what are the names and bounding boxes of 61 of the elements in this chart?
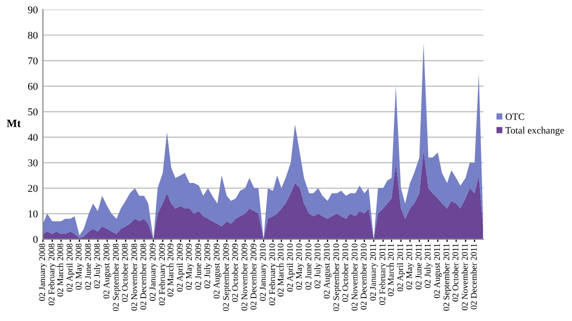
x-tick-label: 02 June 2010: [305, 244, 312, 290]
y-tick-label: 20: [28, 184, 38, 192]
x-tick-label: 02 May 2010: [296, 244, 304, 290]
x-tick-label: 02 September 2009: [222, 244, 231, 312]
y-tick-label: 50: [28, 108, 38, 116]
x-tick-label: 02 April 2010: [286, 244, 295, 292]
x-tick-label: 02 December 2010: [360, 244, 367, 310]
x-tick-label: 02 December 2008: [140, 244, 146, 310]
x-tick-label: 02 May 2009: [186, 244, 194, 290]
y-tick-label: 60: [28, 82, 38, 90]
y-tick-label: 10: [28, 210, 38, 218]
x-tick-label: 02 May 2011: [406, 244, 414, 290]
x-tick-label: 02 November 2009: [241, 244, 248, 311]
x-tick-label: 02 October 2010: [342, 244, 348, 302]
y-tick-label: 70: [28, 57, 38, 64]
x-tick-label: 02 January 2008: [39, 244, 47, 301]
x-tick-label: 02 October 2008: [122, 244, 128, 302]
x-tick-label: 02 August 2009: [214, 244, 222, 298]
x-tick-label: 02 November 2010: [351, 244, 358, 311]
x-tick-label: 02 September 2010: [332, 244, 341, 312]
legend-label: OTC: [506, 113, 524, 120]
y-tick-label: 40: [28, 134, 38, 141]
x-tick-label: 02 September 2008: [112, 244, 121, 312]
x-tick-label: 02 September 2011: [443, 244, 452, 311]
x-tick-label: 02 January 2010: [260, 244, 268, 301]
x-tick-label: 02 August 2008: [103, 244, 112, 298]
x-tick-label: 02 July 2011: [424, 244, 432, 288]
x-tick-label: 02 October 2011: [452, 244, 458, 302]
x-tick-label: 02 December 2011: [470, 244, 477, 310]
x-tick-label: 02 February 2008: [48, 244, 56, 306]
x-tick-label: 02 August 2010: [324, 244, 332, 298]
x-tick-label: 02 April 2011: [396, 244, 405, 292]
x-tick-label: 02 June 2009: [195, 244, 202, 290]
x-tick-label: 02 February 2009: [158, 244, 167, 306]
x-tick-label: 02 July 2009: [204, 244, 212, 288]
x-tick-label: 02 December 2009: [250, 244, 256, 310]
x-tick-label: 02 February 2011: [379, 244, 388, 305]
x-tick-label: 02 March 2011: [388, 244, 394, 296]
y-tick-label: 80: [28, 32, 38, 39]
x-tick-label: 02 November 2011: [462, 244, 468, 310]
y-axis-title: Mt: [6, 120, 21, 128]
x-tick-label: 02 March 2008: [57, 244, 64, 296]
x-tick-label: 02 November 2008: [131, 244, 138, 311]
x-tick-label: 02 February 2010: [268, 244, 277, 306]
y-tick-label: 30: [28, 159, 38, 166]
x-tick-label: 02 August 2011: [434, 244, 442, 298]
x-tick-label: 02 June 2008: [85, 244, 91, 290]
y-tick-label: 90: [28, 6, 38, 14]
y-tick-label: 0: [33, 236, 38, 243]
x-tick-label: 02 March 2010: [277, 244, 284, 296]
x-tick-label: 02 January 2011: [370, 244, 378, 300]
x-tick-label: 02 July 2010: [314, 244, 322, 288]
x-tick-label: 02 June 2011: [416, 244, 422, 290]
x-tick-label: 02 April 2009: [176, 244, 185, 292]
x-tick-label: 02 April 2008: [66, 244, 74, 292]
x-tick-label: 02 January 2009: [150, 244, 158, 301]
x-tick-label: 02 July 2008: [94, 244, 102, 288]
x-tick-label: 02 October 2009: [232, 244, 238, 302]
legend-label: Total exchange: [505, 126, 564, 136]
x-tick-label: 02 May 2008: [76, 244, 84, 290]
x-tick-label: 02 March 2009: [167, 244, 174, 296]
